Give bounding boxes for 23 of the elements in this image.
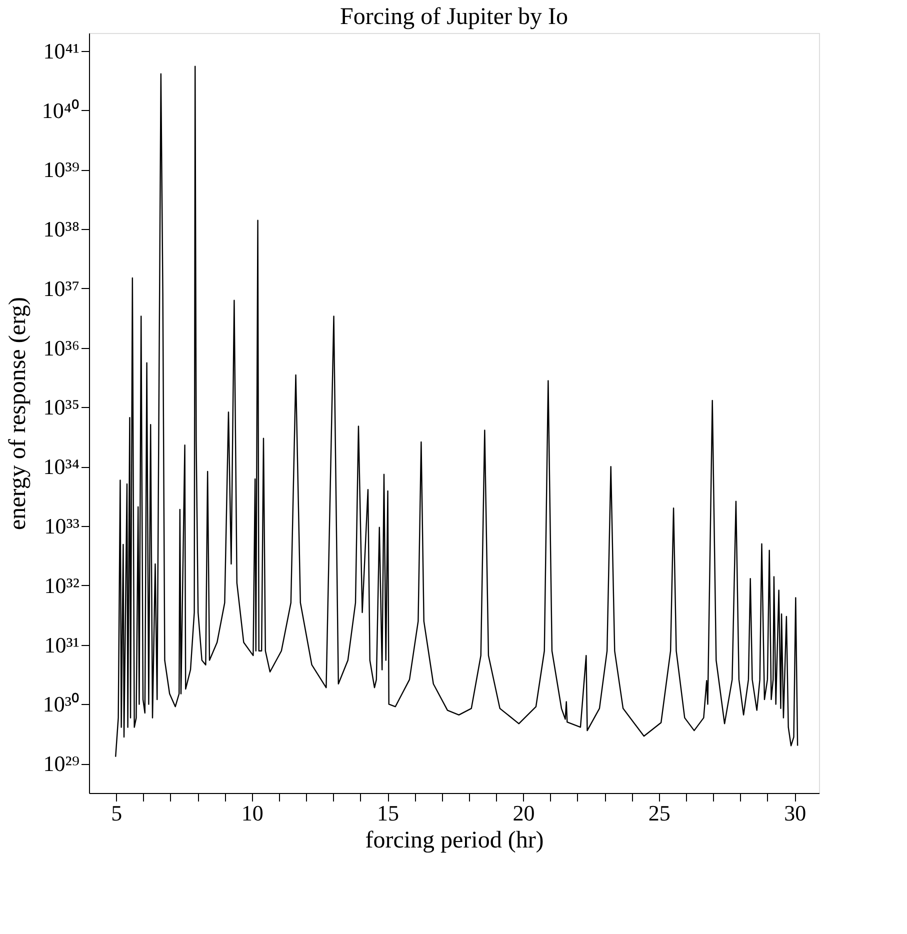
x-tick-label: 20 — [512, 800, 535, 826]
y-tick-label: 10³⁹ — [43, 157, 80, 182]
y-tick-label: 10³⁶ — [43, 335, 80, 360]
y-tick-label: 10⁴⁰ — [42, 98, 80, 123]
chart-title: Forcing of Jupiter by Io — [340, 4, 568, 30]
x-tick-label: 25 — [648, 800, 670, 826]
y-axis-title: energy of response (erg) — [4, 296, 31, 530]
y-tick-label: 10³⁰ — [42, 692, 80, 717]
x-tick-label: 15 — [377, 800, 400, 826]
x-tick-label: 10 — [241, 800, 264, 826]
y-tick-label: 10³⁴ — [43, 454, 80, 480]
y-tick-label: 10³⁵ — [43, 394, 80, 420]
y-tick-label: 10³² — [44, 572, 80, 598]
x-axis-title: forcing period (hr) — [365, 828, 544, 854]
y-tick-label: 10³⁷ — [43, 276, 80, 301]
y-tick-label: 10³³ — [44, 514, 80, 539]
x-tick-label: 5 — [111, 800, 122, 826]
x-tick-label: 30 — [784, 800, 806, 826]
y-tick-label: 10³¹ — [44, 632, 80, 658]
y-tick-label: 10²⁹ — [43, 751, 80, 776]
y-tick-label: 10³⁸ — [43, 216, 80, 242]
y-tick-label: 10⁴¹ — [43, 38, 80, 64]
line-series — [114, 66, 798, 758]
